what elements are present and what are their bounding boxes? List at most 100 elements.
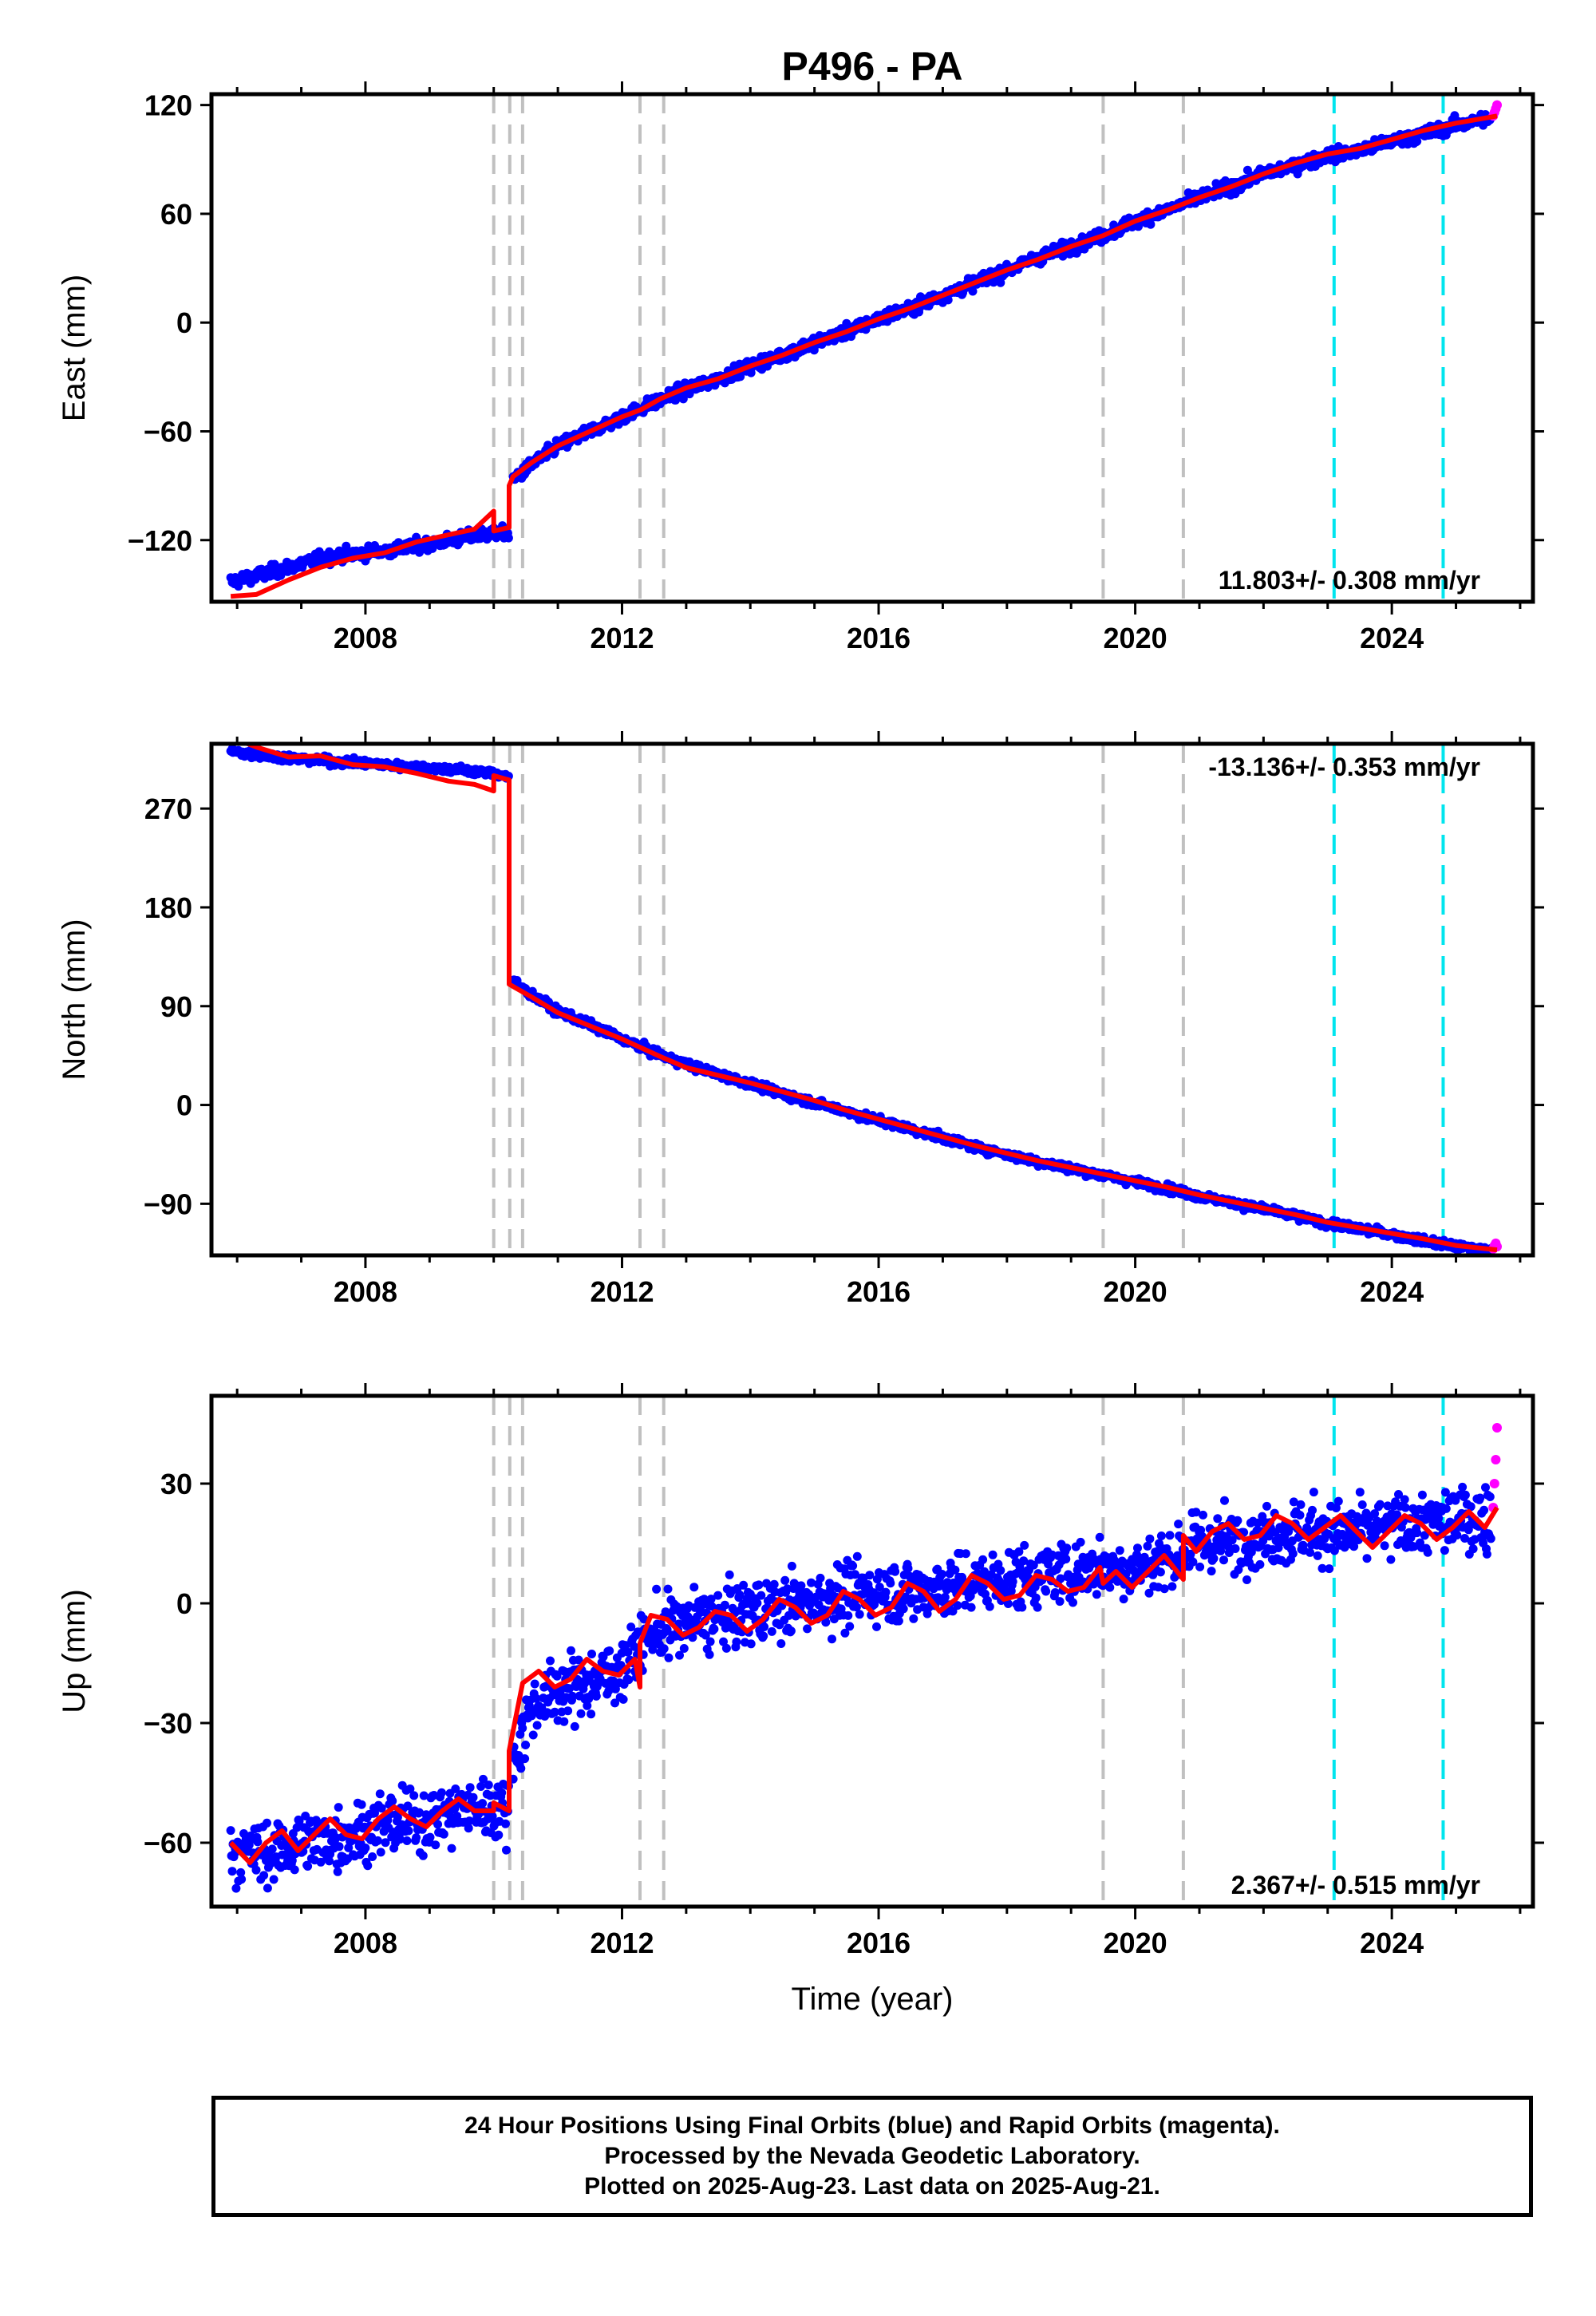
final-orbit-point	[263, 1883, 272, 1893]
final-orbit-point	[405, 1784, 415, 1793]
final-orbit-point	[769, 1579, 779, 1589]
final-orbit-point	[845, 1622, 855, 1631]
final-orbit-point	[1375, 1500, 1385, 1509]
final-orbit-point	[787, 1561, 796, 1571]
final-orbit-point	[269, 1875, 279, 1884]
final-orbit-point	[875, 1583, 884, 1592]
final-orbit-point	[1394, 1490, 1403, 1499]
final-orbit-point	[1003, 1599, 1013, 1608]
final-orbit-point	[1159, 1584, 1169, 1594]
final-orbit-point	[1380, 1541, 1389, 1551]
final-orbit-point	[567, 1646, 575, 1655]
x-tick-label: 2020	[1104, 1275, 1167, 1308]
final-orbit-point	[546, 1656, 555, 1666]
final-orbits-points	[226, 109, 1495, 591]
final-orbit-point	[1288, 1549, 1298, 1559]
final-orbit-point	[437, 1788, 446, 1797]
final-orbit-point	[484, 1780, 493, 1790]
final-orbit-point	[1020, 1540, 1029, 1550]
final-orbit-point	[605, 1646, 614, 1655]
final-orbit-point	[1325, 1564, 1334, 1574]
final-orbit-point	[1362, 1554, 1372, 1563]
final-orbit-point	[531, 1694, 541, 1703]
final-orbit-point	[872, 1575, 882, 1584]
final-orbit-point	[679, 1644, 689, 1653]
final-orbit-point	[431, 1840, 440, 1850]
final-orbit-point	[393, 538, 403, 547]
final-orbit-point	[1412, 1528, 1422, 1538]
final-orbit-point	[518, 1723, 527, 1733]
final-orbit-point	[803, 1624, 812, 1634]
final-orbit-point	[439, 1829, 448, 1839]
final-orbit-point	[425, 1832, 435, 1842]
final-orbit-point	[1370, 1509, 1380, 1519]
final-orbit-point	[1231, 1544, 1240, 1553]
final-orbit-point	[776, 1639, 786, 1648]
final-orbit-point	[1331, 1504, 1341, 1512]
final-orbit-point	[754, 1580, 764, 1590]
final-orbit-point	[1156, 1531, 1166, 1540]
final-orbit-point	[567, 1691, 577, 1701]
final-orbit-point	[1355, 1488, 1365, 1497]
final-orbit-point	[1008, 1577, 1017, 1587]
final-orbit-point	[786, 1626, 796, 1636]
final-orbit-point	[630, 1642, 639, 1651]
final-orbit-point	[1220, 1496, 1229, 1505]
final-orbit-point	[621, 1641, 630, 1650]
final-orbit-point	[610, 1698, 619, 1708]
final-orbit-point	[719, 1637, 728, 1646]
final-orbit-point	[464, 1824, 473, 1833]
final-orbit-point	[1213, 1514, 1223, 1524]
final-orbit-point	[251, 1865, 261, 1875]
final-orbit-point	[476, 1782, 486, 1791]
final-orbit-point	[1145, 1534, 1155, 1543]
final-orbit-point	[504, 533, 513, 543]
final-orbit-point	[705, 1637, 715, 1646]
final-orbit-point	[485, 1791, 495, 1800]
final-orbit-point	[292, 1823, 302, 1832]
model-fit-line	[230, 113, 1498, 599]
final-orbit-point	[415, 1808, 424, 1817]
final-orbit-point	[828, 1634, 836, 1644]
final-orbit-point	[843, 1611, 853, 1620]
final-orbit-point	[705, 1650, 714, 1659]
final-orbit-point	[1349, 1542, 1359, 1551]
final-orbit-point	[1133, 1543, 1142, 1553]
final-orbit-point	[1143, 1541, 1152, 1551]
final-orbit-point	[388, 1796, 397, 1806]
final-orbit-point	[375, 1789, 385, 1799]
final-orbit-point	[226, 1826, 235, 1836]
final-orbit-point	[851, 1603, 861, 1612]
final-orbit-point	[1191, 1508, 1201, 1517]
final-orbit-point	[1134, 222, 1143, 231]
y-tick-label: 180	[144, 891, 192, 924]
x-tick-label: 2008	[334, 622, 397, 654]
final-orbit-point	[418, 1851, 428, 1860]
final-orbit-point	[767, 1626, 776, 1636]
final-orbit-point	[530, 1679, 539, 1689]
final-orbit-point	[855, 1610, 864, 1619]
final-orbit-point	[583, 1701, 592, 1710]
final-orbit-point	[988, 1550, 998, 1559]
plot-area	[226, 744, 1502, 1255]
final-orbit-point	[664, 1653, 674, 1662]
final-orbit-point	[404, 1826, 413, 1836]
final-orbit-point	[464, 1816, 474, 1826]
chart-title: P496 - PA	[782, 44, 963, 89]
final-orbit-point	[451, 1784, 460, 1793]
final-orbit-point	[909, 1614, 918, 1623]
final-orbit-point	[848, 1561, 858, 1571]
final-orbit-point	[953, 1601, 962, 1611]
x-tick-label: 2008	[334, 1275, 397, 1308]
final-orbit-point	[1156, 1567, 1165, 1577]
final-orbit-point	[576, 1709, 586, 1718]
final-orbit-point	[1417, 1490, 1427, 1500]
final-orbit-point	[1317, 1563, 1327, 1573]
final-orbit-point	[1308, 1505, 1317, 1515]
final-orbit-point	[757, 1591, 766, 1600]
x-tick-label: 2024	[1360, 622, 1424, 654]
final-orbit-point	[325, 1856, 334, 1866]
final-orbit-point	[662, 1625, 672, 1634]
final-orbit-point	[478, 1799, 488, 1808]
